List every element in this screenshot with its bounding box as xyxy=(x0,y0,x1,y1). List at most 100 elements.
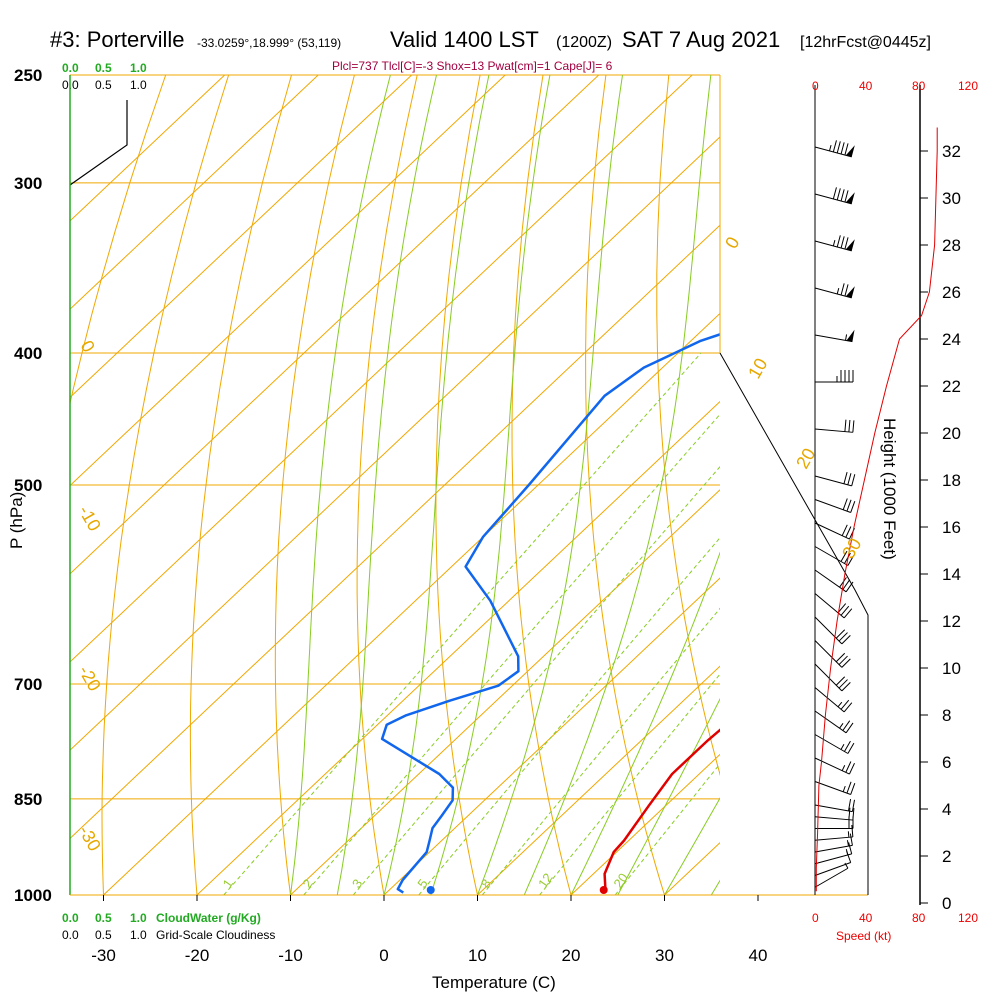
height-tick-label: 4 xyxy=(942,800,951,819)
mixing-ratio-line xyxy=(614,763,720,895)
wind-barb xyxy=(814,824,854,841)
isotherm-line xyxy=(383,577,720,895)
wind-barb-full xyxy=(840,283,845,296)
wind-barb-staff xyxy=(814,862,851,876)
wind-barb xyxy=(814,862,849,888)
wind-barb-full xyxy=(847,554,855,566)
cloud-water-tick: 1.0 xyxy=(130,911,147,925)
cloud-water-label: CloudWater (g/Kg) xyxy=(156,911,261,925)
wind-barb-full xyxy=(842,498,848,510)
wind-barb-full xyxy=(843,472,848,484)
pressure-tick-label: 700 xyxy=(14,675,42,694)
wind-barb-full xyxy=(852,808,855,821)
isotherm-line xyxy=(70,75,600,575)
cloud-cover-tick: 0.5 xyxy=(95,78,112,92)
station-title: #3: Porterville xyxy=(50,27,185,52)
wind-barb-staff xyxy=(814,710,847,734)
wind-barb xyxy=(814,329,855,343)
wind-barb-staff xyxy=(814,853,852,865)
height-tick-label: 0 xyxy=(942,894,951,913)
height-tick-label: 30 xyxy=(942,189,961,208)
cloud-scale-top: 0.0 0.5 1.0 0.0 0.5 1.0 xyxy=(62,61,147,92)
temperature-tick-label: 20 xyxy=(562,946,581,965)
isotherm-line xyxy=(477,665,720,895)
wind-barb-half xyxy=(840,744,845,750)
height-tick-label: 20 xyxy=(942,424,961,443)
wind-barb-full xyxy=(845,526,852,538)
wind-barb-half xyxy=(832,239,836,247)
wind-barb-full xyxy=(839,577,847,588)
wind-barb-full xyxy=(836,188,841,201)
moist-adiabat-line xyxy=(290,75,391,895)
wind-barb-full xyxy=(849,833,853,846)
temperature-tick-label: 0 xyxy=(379,946,388,965)
wind-barb xyxy=(814,807,855,821)
dry-adiabat-line xyxy=(356,75,418,895)
wind-barb-full xyxy=(846,781,852,794)
height-tick-label: 28 xyxy=(942,236,961,255)
height-axis-title: Height (1000 Feet) xyxy=(880,418,899,560)
height-tick-label: 6 xyxy=(942,753,951,772)
wind-barb-half xyxy=(847,831,850,838)
wind-barb-staff xyxy=(814,522,850,540)
wind-barb-staff xyxy=(814,781,851,795)
isotherm-line xyxy=(196,400,720,895)
pressure-tick-label: 250 xyxy=(14,66,42,85)
wind-barb-full xyxy=(852,420,855,433)
cloud-cover-tick: 0.5 xyxy=(95,928,112,942)
dry-adiabat-label: 0 xyxy=(721,233,743,252)
speed-tick: 80 xyxy=(912,79,926,93)
wind-barb-half xyxy=(839,723,844,729)
height-tick-label: 8 xyxy=(942,706,951,725)
wind-barb-full xyxy=(844,143,849,156)
axes xyxy=(69,75,938,905)
axis-labels: 1 2 3 5 8 12 2001020300-10-20-3025030040050070… xyxy=(14,66,961,965)
isotherm-line xyxy=(70,224,720,840)
y-axis-title: P (hPa) xyxy=(7,492,26,549)
pressure-tick-label: 500 xyxy=(14,476,42,495)
moist-adiabat-line xyxy=(336,75,437,895)
wind-barb-staff xyxy=(814,240,852,252)
isotherm-line xyxy=(758,75,1000,895)
speed-tick: 120 xyxy=(958,79,978,93)
wind-barb-staff xyxy=(814,475,852,487)
wind-barb-staff xyxy=(814,334,853,343)
wind-barb-full xyxy=(837,603,847,614)
pressure-tick-label: 300 xyxy=(14,174,42,193)
frame-boundary-line xyxy=(719,352,869,895)
isotherm-line xyxy=(290,489,720,895)
wind-barb xyxy=(814,842,853,865)
wind-barb-staff xyxy=(814,146,852,158)
wind-barb xyxy=(814,798,855,813)
wind-barb xyxy=(814,593,853,619)
surface-temperature-dot xyxy=(599,886,608,894)
wind-barb-half xyxy=(846,840,849,847)
wind-barb-full xyxy=(842,720,851,731)
temperature-line xyxy=(603,728,720,890)
wind-barb xyxy=(814,710,854,734)
speed-tick: 0 xyxy=(812,911,819,925)
dry-adiabat-line xyxy=(726,75,852,895)
wind-barb xyxy=(814,734,855,754)
wind-barb-full xyxy=(841,658,851,668)
pressure-tick-label: 400 xyxy=(14,344,42,363)
cloud-cover-tick: 0.0 xyxy=(62,928,79,942)
dry-adiabat-label: -20 xyxy=(75,662,105,695)
isotherm-line xyxy=(70,75,413,399)
wind-barb xyxy=(814,781,856,795)
height-tick-label: 26 xyxy=(942,283,961,302)
speed-tick: 40 xyxy=(859,911,873,925)
cloud-water-tick: 0.5 xyxy=(95,61,112,75)
mixing-ratio-line xyxy=(352,465,720,895)
wind-barb-full xyxy=(851,474,856,486)
isotherm-line xyxy=(70,75,319,310)
speed-tick: 0 xyxy=(812,79,819,93)
wind-barb-full xyxy=(835,629,846,639)
wind-barb-staff xyxy=(814,804,853,813)
wind-barb xyxy=(814,498,856,513)
moist-adiabat-line xyxy=(617,698,720,895)
x-axis-title: Temperature (C) xyxy=(432,973,556,992)
wind-barb-full xyxy=(845,722,854,734)
height-profile-line xyxy=(815,127,938,892)
